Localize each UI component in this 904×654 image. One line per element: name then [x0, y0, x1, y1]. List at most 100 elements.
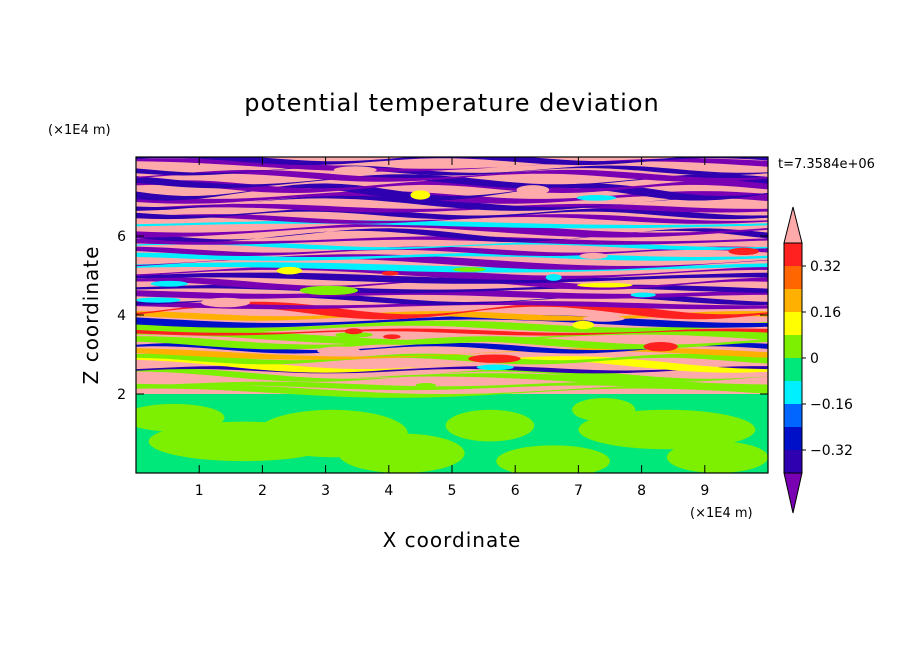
colorbar-segment-2: [784, 289, 802, 312]
x-tick-label-3: 3: [321, 483, 330, 499]
field-blob-6: [666, 441, 768, 473]
time-label: t=7.3584e+06: [778, 157, 875, 172]
field-band-6: [136, 353, 768, 365]
field-band-9: [136, 336, 768, 350]
colorbar-segment-0: [784, 243, 802, 266]
chart-title: potential temperature deviation: [244, 89, 659, 117]
colorbar-label-3: −0.16: [810, 397, 853, 413]
field-band-21: [136, 272, 768, 284]
field-eddy-2: [643, 341, 678, 352]
field-blob-7: [136, 403, 225, 432]
field-eddy-3: [476, 364, 514, 371]
x-tick-label-8: 8: [637, 483, 646, 499]
field-band-42: [136, 158, 768, 172]
field-eddy-14: [728, 247, 760, 256]
field-eddy-22: [276, 266, 303, 275]
colorbar-label-0: 0.32: [810, 259, 841, 275]
colorbar-segment-6: [784, 381, 802, 404]
field-eddy-16: [452, 267, 486, 272]
field-band-0: [136, 384, 768, 398]
contour-field: [136, 157, 768, 473]
field-band-24: [136, 254, 768, 270]
y-tick-label-2: 2: [117, 387, 126, 403]
colorbar-segment-4: [784, 335, 802, 358]
field-band-28: [136, 236, 768, 245]
field-band-35: [136, 194, 768, 211]
x-tick-label-7: 7: [574, 483, 583, 499]
field-band-26: [136, 246, 768, 256]
field-band-31: [136, 220, 768, 229]
y-axis-label: Z coordinate: [79, 246, 103, 385]
y-tick-label-4: 4: [117, 308, 126, 324]
field-band-16: [136, 301, 768, 310]
field-band-25: [136, 252, 768, 261]
field-band-30: [136, 221, 768, 238]
field-blob-4: [496, 445, 610, 473]
x-axis-unit: (×1E4 m): [690, 506, 753, 521]
field-eddy-1: [582, 315, 625, 322]
field-eddy-8: [335, 332, 373, 338]
field-band-3: [136, 368, 768, 382]
field-eddy-20: [333, 166, 377, 174]
field-eddy-24: [415, 383, 436, 388]
field-band-8: [136, 342, 768, 354]
field-band-18: [136, 289, 768, 299]
field-band-43: [136, 157, 768, 166]
y-tick-label-6: 6: [117, 229, 126, 245]
field-blob-5: [578, 409, 756, 450]
field-eddy-21: [150, 280, 188, 287]
colorbar-label-1: 0.16: [810, 305, 841, 321]
field-eddy-0: [136, 297, 181, 303]
field-eddy-15: [468, 354, 521, 363]
field-blob-3: [445, 409, 535, 442]
y-axis-ticks: 2 4 6: [117, 229, 768, 403]
x-tick-label-4: 4: [384, 483, 393, 499]
field-eddy-10: [630, 292, 656, 298]
colorbar: 0.32 0.16 0 −0.16 −0.32: [783, 206, 853, 514]
field-eddy-11: [579, 252, 608, 260]
x-tick-label-1: 1: [195, 483, 204, 499]
field-eddy-12: [317, 346, 361, 356]
field-band-11: [136, 328, 768, 336]
colorbar-segment-3: [784, 312, 802, 335]
field-band-34: [136, 203, 768, 213]
colorbar-segment-8: [784, 427, 802, 450]
field-eddy-5: [576, 282, 633, 288]
field-blob-8: [572, 397, 636, 422]
field-band-29: [136, 228, 768, 242]
field-eddy-18: [410, 190, 431, 200]
field-blob-2: [338, 433, 465, 473]
field-band-33: [136, 208, 768, 220]
colorbar-segment-1: [784, 266, 802, 289]
field-eddy-4: [381, 271, 399, 276]
colorbar-segment-7: [784, 404, 802, 427]
colorbar-extend-top: [783, 206, 803, 244]
colorbar-segment-5: [784, 358, 802, 381]
x-tick-label-6: 6: [511, 483, 520, 499]
colorbar-label-4: −0.32: [810, 443, 853, 459]
field-eddy-13: [572, 320, 595, 330]
x-tick-label-2: 2: [258, 483, 267, 499]
x-axis-label: X coordinate: [383, 528, 522, 552]
field-band-12: [136, 320, 768, 333]
field-eddy-9: [516, 185, 550, 195]
y-axis-unit: (×1E4 m): [48, 123, 111, 138]
x-tick-label-9: 9: [700, 483, 709, 499]
field-band-39: [136, 174, 768, 189]
field-band-38: [136, 180, 768, 193]
field-eddy-25: [299, 285, 359, 296]
colorbar-segment-9: [784, 450, 802, 473]
field-eddy-23: [545, 273, 562, 281]
field-band-37: [136, 183, 768, 201]
field-eddy-19: [344, 328, 363, 335]
x-axis-ticks: 1 2 3 4 5 6 7 8 9: [195, 157, 709, 499]
colorbar-extend-bottom: [783, 472, 803, 514]
field-band-23: [136, 262, 768, 273]
field-eddy-7: [576, 195, 617, 201]
x-tick-label-5: 5: [448, 483, 457, 499]
field-eddy-17: [200, 297, 251, 308]
field-eddy-6: [383, 334, 401, 340]
colorbar-label-2: 0: [810, 351, 819, 367]
field-band-40: [136, 169, 768, 182]
